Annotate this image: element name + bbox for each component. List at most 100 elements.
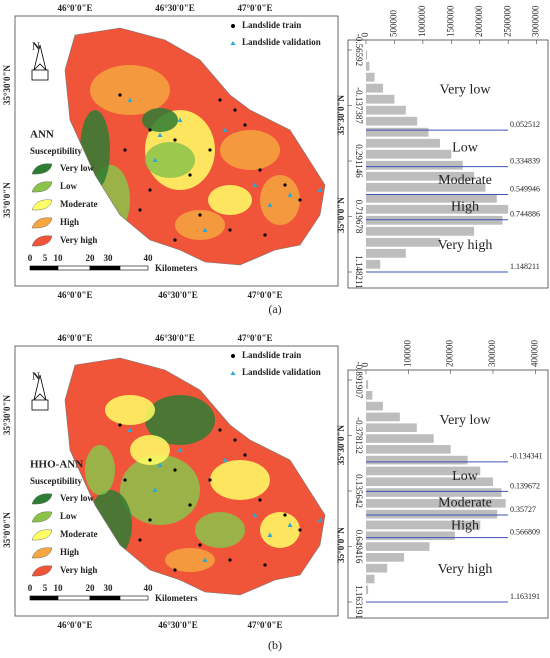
scale-bar — [89, 265, 121, 271]
map-outline — [64, 27, 326, 266]
legend-title: Susceptibility — [30, 146, 83, 156]
histogram-bar — [366, 401, 383, 411]
landslide-validation-point — [177, 117, 183, 122]
legend-label: Landslide train — [242, 350, 301, 360]
map-zone — [105, 395, 155, 425]
map-zone — [165, 548, 215, 572]
lat-label: 35°30'0"N — [2, 394, 12, 435]
north-arrow — [33, 44, 47, 72]
zone-label: High — [451, 518, 479, 533]
histogram-bar — [366, 542, 430, 551]
histogram-bar — [366, 61, 370, 71]
scale-unit: Kilometers — [155, 263, 198, 273]
lon-label: 47°0'0"E — [247, 290, 282, 300]
legend-label: Landslide validation — [242, 37, 321, 47]
landslide-validation-point — [267, 202, 273, 207]
landslide-validation-point — [222, 127, 228, 132]
landslide-train-point — [263, 563, 267, 567]
histogram-frame — [347, 369, 549, 619]
lat-label: 35°0'0"N — [336, 527, 346, 563]
landslide-train-point — [263, 233, 267, 237]
histogram-bar — [366, 531, 455, 541]
histogram-bar — [366, 445, 451, 454]
map-zone — [142, 108, 178, 132]
lon-label: 46°30'0"E — [155, 333, 195, 343]
legend-label: High — [60, 217, 79, 227]
histogram-bar — [366, 563, 388, 573]
class-break-label: 0.549946 — [510, 184, 540, 193]
x-tick-label: 100000 — [402, 340, 412, 368]
landslide-validation-point — [222, 457, 228, 462]
landslide-train-point — [123, 478, 127, 482]
north-arrow — [33, 374, 47, 402]
histogram-bar — [366, 509, 498, 519]
map-zone — [120, 455, 200, 525]
legend-swatch — [31, 163, 53, 175]
class-break-label: 1.148211 — [510, 262, 540, 271]
x-tick-label: 0 — [360, 362, 370, 367]
legend-label: Very high — [60, 235, 97, 245]
histogram-bar — [366, 423, 417, 433]
x-tick-label: 400000 — [529, 340, 539, 368]
legend-label: Landslide validation — [242, 367, 321, 377]
scale-bar — [57, 595, 91, 601]
histogram-bar — [366, 248, 406, 258]
scale-label: 20 — [86, 253, 96, 263]
x-tick-label: 2500000 — [502, 5, 512, 37]
legend-label: High — [60, 547, 79, 557]
lon-label: 47°0'0"E — [237, 3, 272, 13]
legend-swatch — [31, 235, 53, 247]
scale-label: 10 — [54, 583, 64, 593]
legend-symbol — [231, 354, 235, 358]
landslide-validation-point — [157, 132, 163, 137]
legend-label: Very low — [60, 493, 94, 503]
susceptibility-map — [65, 358, 325, 595]
legend-swatch — [31, 511, 53, 523]
histogram-bar — [366, 520, 481, 530]
zone-label: Very low — [440, 413, 492, 428]
scale-bar — [89, 595, 121, 601]
scale-label: 30 — [104, 583, 114, 593]
histogram-bar — [366, 455, 468, 465]
legend-swatch — [31, 199, 53, 211]
histogram-bar — [366, 193, 497, 203]
histogram-bar — [366, 160, 463, 170]
landslide-validation-point — [127, 427, 133, 432]
landslide-train-point — [258, 168, 262, 172]
lat-label: 35°30'0"N — [2, 64, 12, 105]
map-zone — [145, 395, 215, 445]
landslide-validation-point — [157, 462, 163, 467]
scale-label: 40 — [144, 253, 154, 263]
histogram-bar — [366, 182, 486, 192]
legend-label: Moderate — [60, 529, 97, 539]
class-break-label: 0.744886 — [510, 210, 540, 219]
landslide-validation-point — [152, 487, 158, 492]
histogram-bar — [366, 488, 502, 497]
landslide-train-point — [138, 538, 142, 542]
scale-bar — [119, 265, 149, 271]
landslide-train-point — [258, 498, 262, 502]
scale-unit: Kilometers — [155, 593, 198, 603]
north-arrow-base — [31, 69, 49, 81]
landslide-train-point — [173, 238, 177, 242]
histogram-bar — [366, 466, 481, 476]
scale-label: 40 — [144, 583, 154, 593]
landslide-train-point — [283, 183, 287, 187]
map-title: ANN — [30, 129, 54, 141]
class-break-label: 1.163191 — [510, 592, 540, 601]
y-tick-label: -0.56592 — [354, 34, 364, 66]
scale-label: 5 — [43, 253, 48, 263]
histogram-bar — [366, 585, 369, 595]
histogram-bar — [366, 380, 369, 389]
landslide-train-point — [148, 518, 152, 522]
landslide-train-point — [188, 173, 192, 177]
lat-label: 35°0'0"N — [2, 182, 12, 218]
class-break-label: 0.052512 — [510, 120, 540, 129]
scale-label: 0 — [28, 583, 33, 593]
x-tick-label: 3000000 — [531, 5, 541, 37]
landslide-train-point — [173, 468, 177, 472]
map-frame — [14, 345, 339, 617]
histogram-bar — [366, 171, 475, 181]
legend-swatch — [31, 181, 53, 193]
